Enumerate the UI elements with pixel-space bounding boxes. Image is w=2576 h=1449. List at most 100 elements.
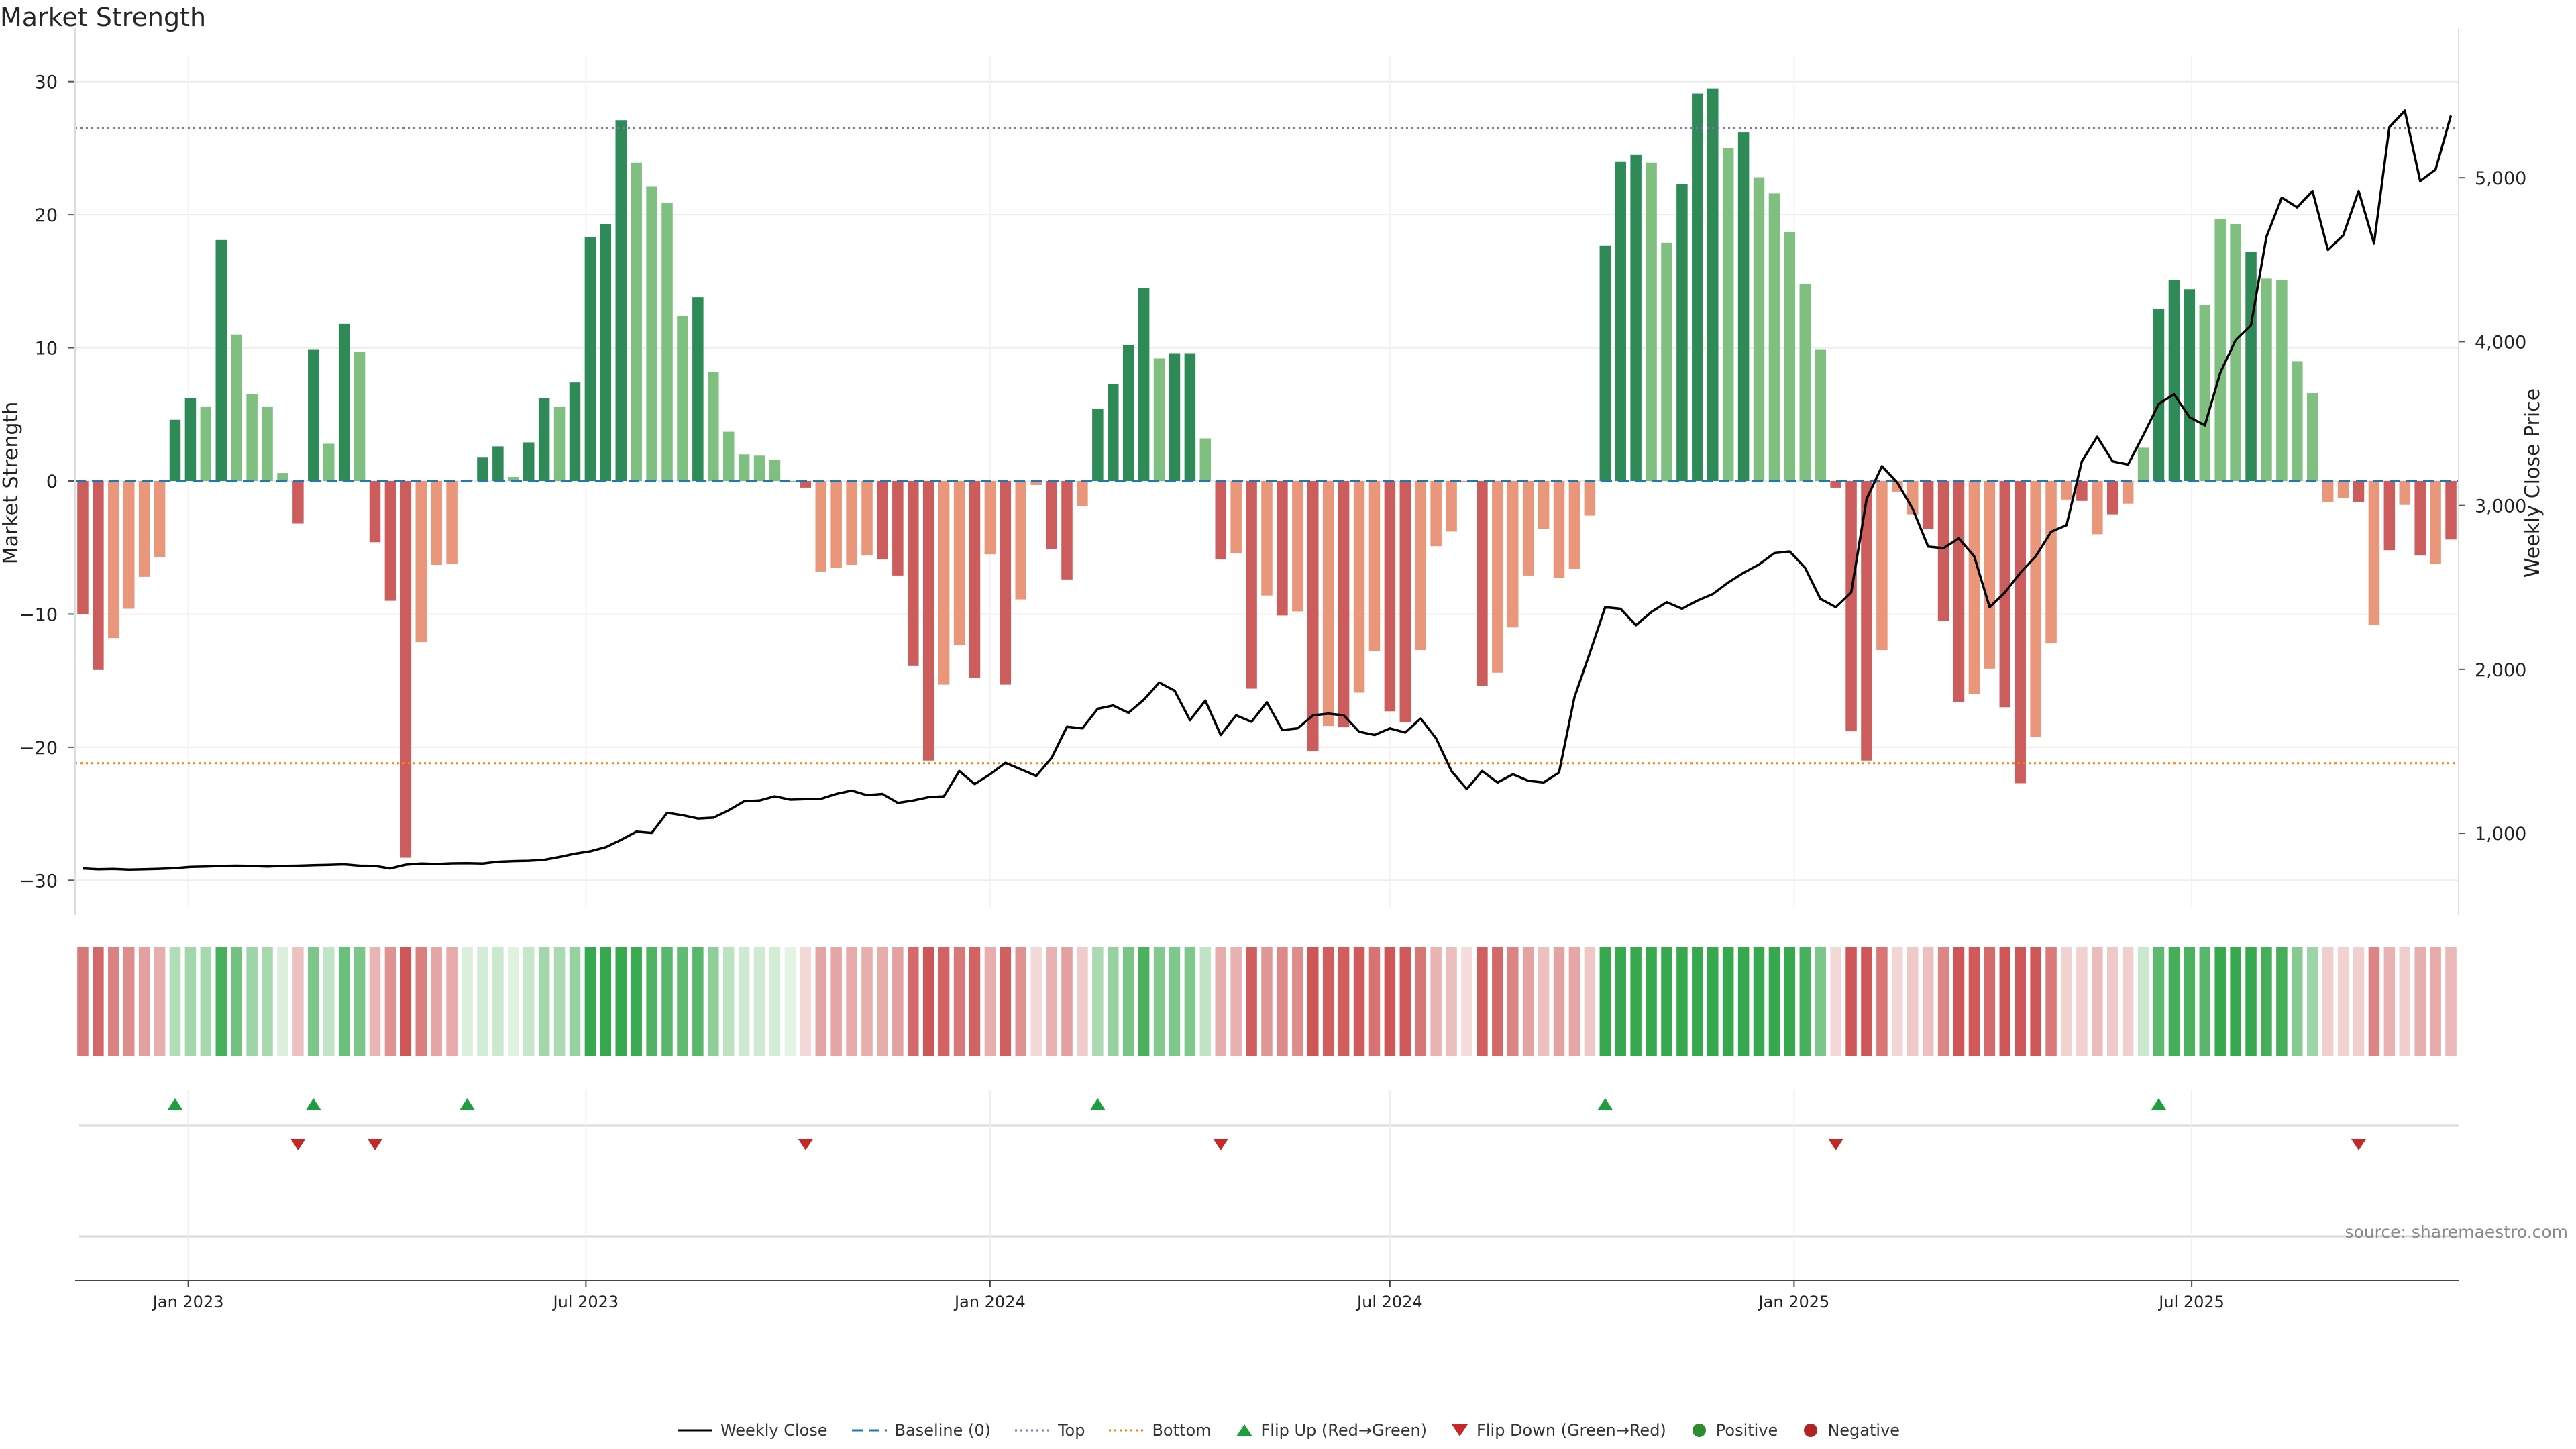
strength-bar: [1430, 481, 1442, 547]
heat-cell: [1784, 947, 1796, 1056]
legend-bottom: Bottom: [1108, 1421, 1212, 1440]
strength-bar: [1861, 481, 1872, 761]
strength-bar: [1707, 88, 1719, 481]
heat-cell: [815, 947, 826, 1056]
strength-bar: [2092, 481, 2103, 535]
flip-down-marker: [290, 1139, 306, 1150]
legend-label: Flip Down (Green→Red): [1477, 1421, 1666, 1440]
strength-bar: [1230, 481, 1242, 553]
heat-cell: [1861, 947, 1872, 1056]
heat-cell: [1599, 947, 1611, 1056]
heat-cell: [1707, 947, 1719, 1056]
legend-label: Negative: [1827, 1421, 1900, 1440]
strength-bar: [2030, 481, 2041, 737]
strength-bar: [2199, 305, 2211, 481]
heat-cell: [1338, 947, 1350, 1056]
heat-cell: [492, 947, 504, 1056]
heat-cell: [2430, 947, 2441, 1056]
strength-bar: [400, 481, 412, 858]
heat-cell: [77, 947, 89, 1056]
flip-down-marker: [798, 1139, 813, 1150]
strength-bar: [354, 352, 366, 481]
strength-bar: [2168, 280, 2180, 481]
heat-cell: [1568, 947, 1580, 1056]
x-tick-label: Jul 2023: [552, 1293, 619, 1311]
strength-bar: [1353, 481, 1365, 693]
strength-bar: [1153, 358, 1165, 481]
strength-bar: [1061, 481, 1073, 580]
strength-bar: [830, 481, 842, 568]
heat-cell: [2184, 947, 2196, 1056]
heat-cell: [1477, 947, 1488, 1056]
strength-bar: [2261, 278, 2272, 481]
strength-bar: [646, 186, 657, 481]
heat-cell: [1292, 947, 1303, 1056]
heat-cell: [523, 947, 535, 1056]
strength-bar: [123, 481, 135, 609]
strength-bar: [1630, 154, 1642, 481]
heat-cell: [1399, 947, 1411, 1056]
strength-bar: [846, 481, 857, 566]
heat-cell: [1937, 947, 1949, 1056]
heat-cell: [922, 947, 934, 1056]
strength-bar: [1122, 345, 1134, 481]
heat-cell: [138, 947, 150, 1056]
legend-label: Bottom: [1152, 1421, 1212, 1440]
strength-bar: [154, 481, 166, 557]
x-tick-label: Jan 2023: [152, 1293, 224, 1311]
heat-cell: [369, 947, 381, 1056]
strength-bar: [892, 481, 904, 576]
strength-bar: [1845, 481, 1857, 732]
heat-cell: [1799, 947, 1811, 1056]
heat-cell: [292, 947, 304, 1056]
strength-bar: [861, 481, 873, 556]
strength-bar: [2445, 481, 2457, 540]
flip-up-marker: [167, 1098, 182, 1110]
strength-bar: [631, 162, 642, 481]
strength-bar: [1215, 481, 1226, 560]
strength-bar: [1338, 481, 1350, 728]
strength-bar: [1368, 481, 1381, 651]
heat-cell: [200, 947, 212, 1056]
strength-bar: [1737, 132, 1750, 481]
heat-cell: [1322, 947, 1334, 1056]
strength-bar: [1937, 481, 1949, 621]
flip-up-marker: [1090, 1098, 1106, 1110]
strength-bar: [2214, 219, 2226, 481]
heat-cell: [738, 947, 750, 1056]
y-tick-label: 20: [35, 205, 58, 226]
heat-cell: [2292, 947, 2303, 1056]
heat-cell: [277, 947, 288, 1056]
reference-lines: [75, 127, 2459, 765]
strength-bar: [2337, 481, 2349, 498]
circle-icon: [1692, 1424, 1706, 1437]
strength-bar: [738, 454, 750, 481]
heat-cell: [2153, 947, 2165, 1056]
strength-bar: [1553, 481, 1565, 578]
x-tick-label: Jul 2025: [2157, 1293, 2224, 1311]
heat-cell: [2368, 947, 2380, 1056]
y2-tick-label: 3,000: [2475, 496, 2526, 517]
strength-bar: [1876, 481, 1888, 651]
strength-bar: [2306, 393, 2318, 481]
strength-bar: [1768, 193, 1780, 481]
strength-bar: [477, 457, 488, 481]
strength-bar: [708, 372, 719, 481]
heat-cell: [938, 947, 950, 1056]
x-axis: Jan 2023 Jul 2023 Jan 2024 Jul 2024 Jan 2025…: [75, 1280, 2459, 1311]
heat-cell: [1584, 947, 1596, 1056]
strength-bar: [492, 446, 504, 481]
axes: −30 −20 −10 0 10 20 30 1,000 2,000 3,000 4,000 5,00…: [19, 28, 2526, 915]
heat-cell: [354, 947, 366, 1056]
strength-bar: [1015, 481, 1026, 600]
y2-axis-label: Weekly Close Price: [2521, 388, 2544, 578]
strength-bar: [1384, 481, 1396, 712]
heat-cell: [722, 947, 735, 1056]
legend-weekly-close: Weekly Close: [676, 1421, 828, 1440]
legend-baseline: Baseline (0): [851, 1421, 991, 1440]
heat-cell: [215, 947, 227, 1056]
strength-bar: [1399, 481, 1411, 722]
strength-bar: [2106, 481, 2118, 515]
strength-bar: [1538, 481, 1550, 529]
